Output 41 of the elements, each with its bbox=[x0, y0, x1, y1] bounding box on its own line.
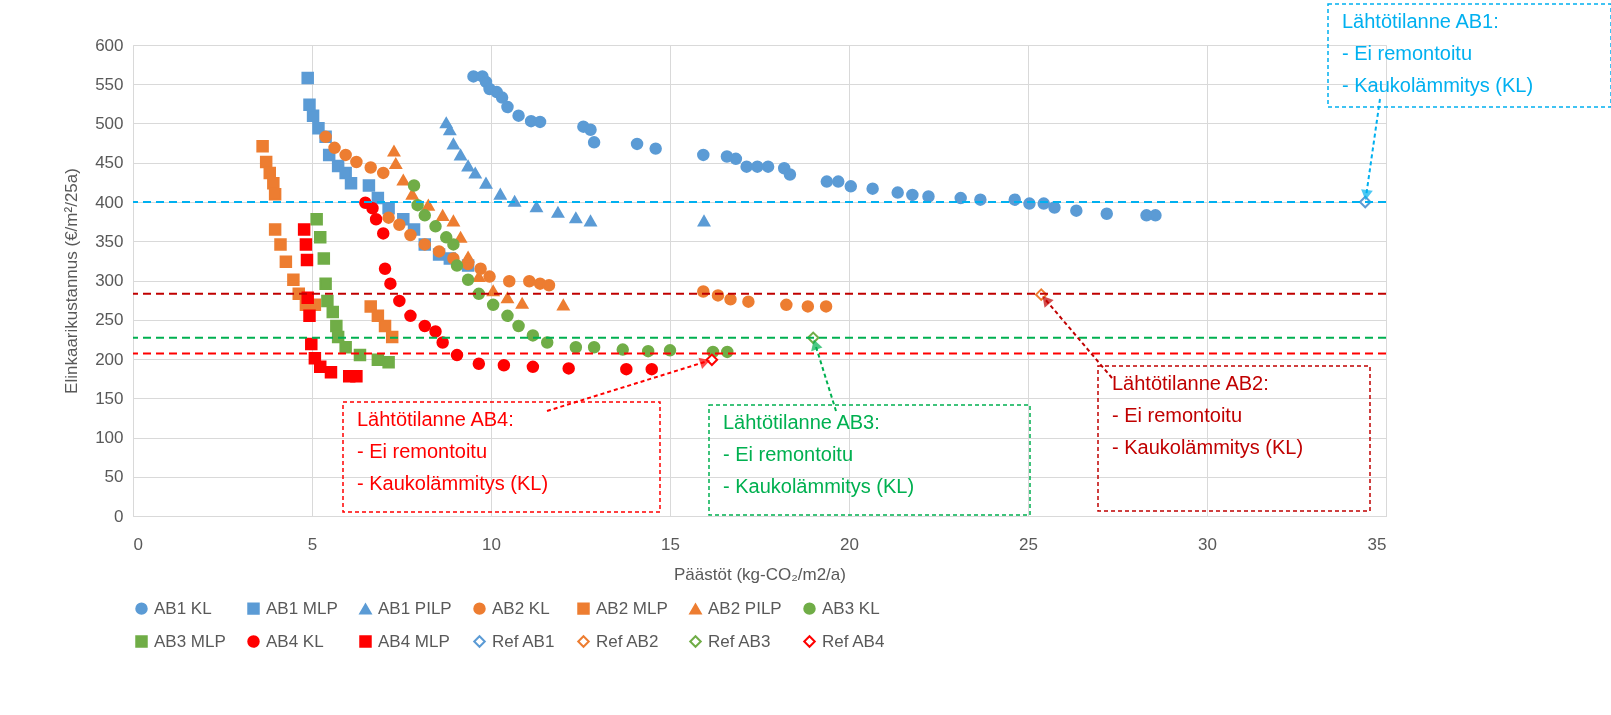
y-tick-label: 200 bbox=[95, 349, 124, 369]
legend-label: AB2 PILP bbox=[708, 598, 782, 618]
legend-label: Ref AB4 bbox=[822, 631, 885, 651]
x-tick-label: 25 bbox=[1019, 534, 1038, 554]
y-tick-label: 500 bbox=[95, 114, 124, 133]
x-tick-label: 20 bbox=[840, 534, 859, 554]
y-tick-label: 300 bbox=[95, 271, 124, 290]
legend-label: AB3 MLP bbox=[154, 631, 226, 651]
y-tick-label: 150 bbox=[95, 388, 124, 408]
x-tick-label: 35 bbox=[1367, 534, 1387, 554]
y-tick-label: 250 bbox=[95, 310, 124, 330]
y-axis-title: Elinkaarikustannus (€/m²/25a) bbox=[62, 168, 82, 394]
x-tick-label: 30 bbox=[1198, 534, 1217, 554]
annotation: Lähtötilanne AB3: - Ei remontoitu - Kaukolämmitys (KL) bbox=[723, 411, 915, 497]
legend-label: AB2 KL bbox=[492, 598, 550, 618]
legend-label: AB3 KL bbox=[822, 598, 880, 618]
legend-label: AB4 KL bbox=[266, 631, 324, 651]
y-tick-label: 0 bbox=[114, 506, 124, 526]
y-tick-label: 350 bbox=[95, 231, 124, 251]
y-tick-label: 400 bbox=[95, 192, 124, 212]
x-tick-label: 0 bbox=[133, 534, 143, 554]
legend-label: Ref AB3 bbox=[708, 631, 771, 651]
y-tick-label: 50 bbox=[104, 467, 124, 487]
x-axis-title: Päästöt (kg-CO₂/m2/a) bbox=[674, 564, 846, 584]
legend-label: AB4 MLP bbox=[378, 631, 450, 651]
legend-label: AB1 MLP bbox=[266, 598, 338, 618]
annotation: Lähtötilanne AB1: - Ei remontoitu - Kaukolämmitys (KL) bbox=[1342, 10, 1534, 96]
x-tick-label: 5 bbox=[307, 534, 318, 554]
legend-label: AB1 PILP bbox=[378, 598, 452, 618]
annotation: Lähtötilanne AB2: - Ei remontoitu - Kaukolämmitys (KL) bbox=[1112, 372, 1304, 458]
legend-label: AB1 KL bbox=[154, 598, 212, 618]
x-tick-label: 10 bbox=[482, 534, 501, 554]
y-tick-label: 600 bbox=[95, 35, 124, 55]
legend-label: AB2 MLP bbox=[596, 598, 668, 618]
annotation: Lähtötilanne AB4: - Ei remontoitu - Kaukolämmitys (KL) bbox=[357, 408, 549, 494]
legend-label: Ref AB2 bbox=[596, 631, 659, 651]
y-tick-label: 550 bbox=[95, 74, 124, 94]
legend-label: Ref AB1 bbox=[492, 631, 555, 651]
y-tick-label: 100 bbox=[95, 428, 124, 447]
x-tick-label: 15 bbox=[661, 534, 680, 554]
y-tick-label: 450 bbox=[95, 153, 124, 173]
